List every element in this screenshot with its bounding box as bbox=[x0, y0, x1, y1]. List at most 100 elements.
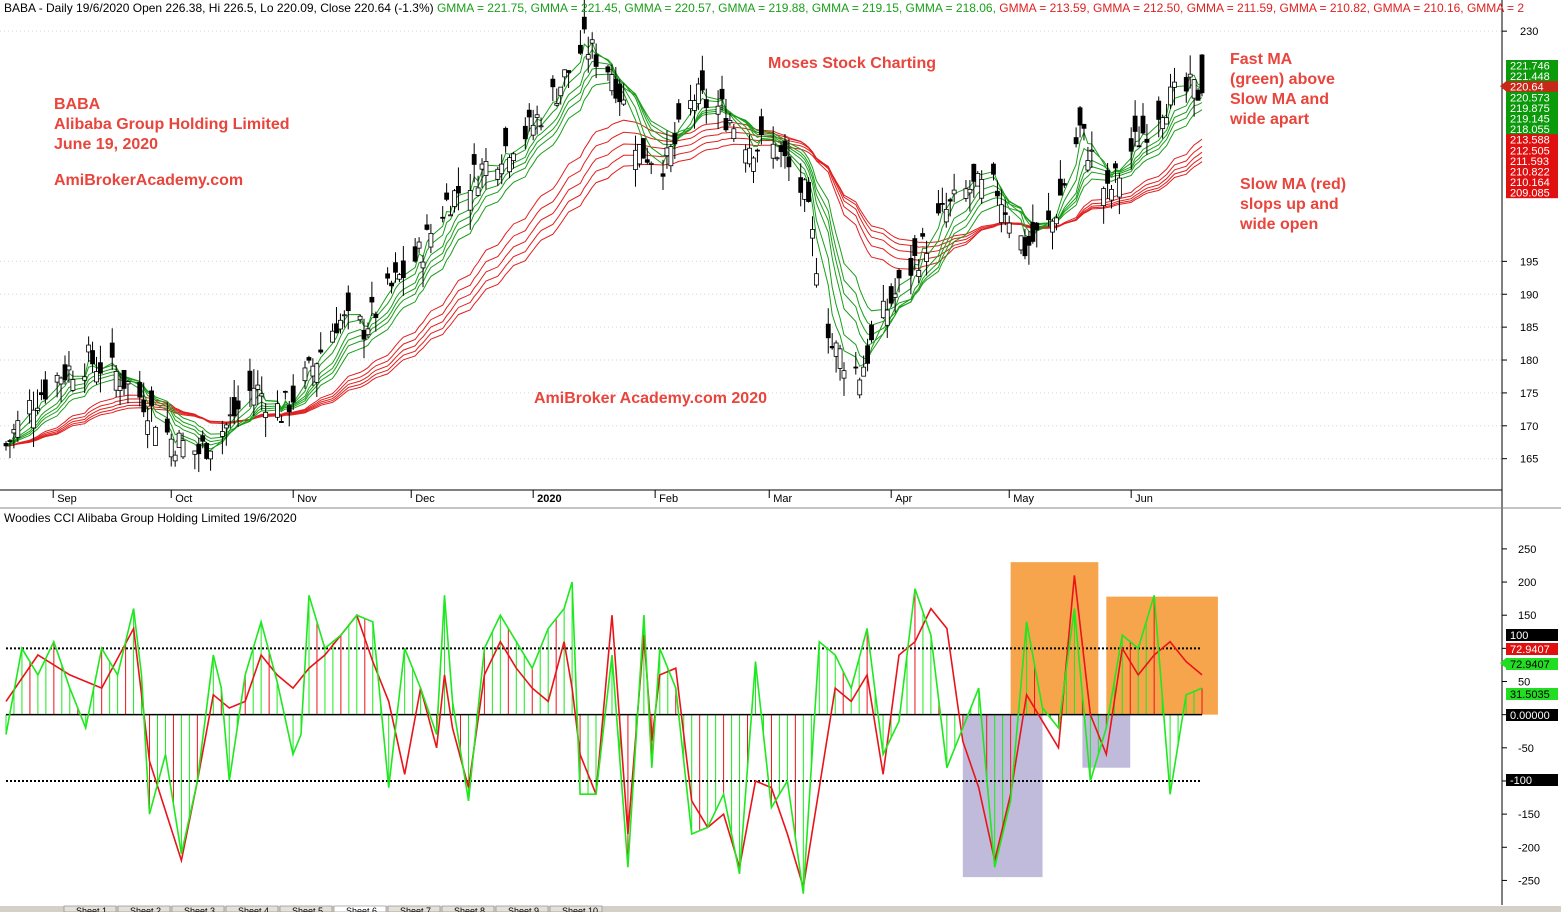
header-gmma-value: GMMA = 2 bbox=[1467, 1, 1524, 15]
candle-body bbox=[1160, 117, 1166, 129]
candle-body bbox=[1026, 235, 1032, 246]
candle-body bbox=[338, 319, 343, 330]
candle-body bbox=[66, 365, 72, 371]
candle-body bbox=[361, 329, 367, 340]
candle-body bbox=[62, 364, 68, 381]
sheet-tab-label[interactable]: Sheet 10 bbox=[562, 906, 598, 916]
candle-body bbox=[1199, 54, 1205, 94]
candle-body bbox=[428, 233, 434, 248]
candle-body bbox=[644, 159, 650, 163]
cci-value-marker-label: 0.00000 bbox=[1510, 710, 1550, 722]
x-tick-label: Jun bbox=[1135, 493, 1153, 505]
candle-body bbox=[70, 379, 76, 391]
candle-body bbox=[908, 257, 914, 276]
candle-body bbox=[912, 238, 918, 256]
price-marker bbox=[1506, 134, 1558, 146]
candle-body bbox=[1132, 115, 1138, 132]
candle-body bbox=[806, 182, 811, 202]
candle-body bbox=[86, 344, 92, 353]
candle-body bbox=[869, 324, 874, 341]
price-marker-label: 212.505 bbox=[1510, 145, 1550, 157]
candle-body bbox=[1172, 81, 1177, 88]
candle-body bbox=[550, 78, 556, 88]
candle-body bbox=[1195, 89, 1201, 101]
candle-body bbox=[251, 387, 257, 406]
candle-body bbox=[15, 420, 21, 438]
cci-value-marker-label: 100 bbox=[1510, 630, 1528, 642]
candle-body bbox=[82, 376, 88, 381]
candle-body bbox=[200, 435, 206, 442]
candle-body bbox=[3, 443, 9, 447]
candle-body bbox=[42, 379, 48, 400]
candle-body bbox=[448, 214, 453, 217]
sheet-tab-label[interactable]: Sheet 7 bbox=[400, 906, 431, 916]
cci-value-marker bbox=[1506, 643, 1558, 655]
cci-y-tick-label: -150 bbox=[1518, 809, 1540, 821]
price-marker-label: 219.145 bbox=[1510, 114, 1550, 126]
candle-body bbox=[275, 403, 280, 418]
y-tick-label: 190 bbox=[1520, 289, 1538, 301]
candle-body bbox=[786, 156, 792, 168]
candle-body bbox=[939, 202, 945, 205]
candle-body bbox=[141, 399, 147, 413]
sheet-tab-label[interactable]: Sheet 8 bbox=[454, 906, 485, 916]
candle-body bbox=[995, 190, 1000, 197]
candle-body bbox=[609, 74, 615, 92]
candle-body bbox=[503, 127, 509, 147]
candle-body bbox=[1089, 149, 1095, 152]
candle-body bbox=[471, 154, 477, 165]
sheet-tab-label[interactable]: Sheet 2 bbox=[130, 906, 161, 916]
candle-body bbox=[235, 400, 241, 410]
candle-body bbox=[365, 328, 371, 336]
candle-body bbox=[11, 429, 17, 434]
cci-value-marker-label: 72.9407 bbox=[1510, 644, 1550, 656]
candle-body bbox=[562, 69, 568, 78]
candle-body bbox=[357, 315, 363, 321]
candle-body bbox=[774, 157, 780, 160]
price-marker bbox=[1506, 91, 1558, 103]
sheet-tab-label[interactable]: Sheet 1 bbox=[76, 906, 107, 916]
fast-ma-note-line: wide apart bbox=[1230, 111, 1310, 128]
candle-body bbox=[530, 124, 536, 136]
candle-body bbox=[1156, 100, 1162, 120]
candle-body bbox=[369, 296, 375, 303]
candle-body bbox=[27, 400, 33, 415]
orange-highlight-box bbox=[1010, 562, 1099, 715]
cci-y-tick-label: 50 bbox=[1518, 677, 1530, 689]
date-text: June 19, 2020 bbox=[54, 136, 159, 153]
candle-body bbox=[617, 83, 623, 103]
slow-ma-note-line: slops up and bbox=[1240, 196, 1339, 213]
candle-body bbox=[1061, 183, 1067, 186]
candle-body bbox=[7, 440, 13, 442]
sheet-tab-bar bbox=[0, 906, 1561, 912]
candle-body bbox=[782, 140, 788, 157]
sheet-tab-label[interactable]: Sheet 3 bbox=[184, 906, 215, 916]
candle-body bbox=[475, 187, 481, 196]
candle-body bbox=[318, 349, 324, 353]
candle-body bbox=[1046, 210, 1051, 221]
candle-body bbox=[385, 273, 391, 279]
price-marker bbox=[1506, 102, 1558, 114]
sheet-tab-label[interactable]: Sheet 4 bbox=[238, 906, 269, 916]
site-label: AmiBrokerAcademy.com bbox=[54, 172, 244, 189]
candle-body bbox=[1081, 123, 1087, 129]
sheet-tab-label[interactable]: Sheet 9 bbox=[508, 906, 539, 916]
candle-body bbox=[483, 161, 489, 176]
candle-body bbox=[495, 168, 501, 180]
sheet-tab-label[interactable]: Sheet 6 bbox=[346, 906, 377, 916]
candle-body bbox=[456, 185, 461, 194]
candle-body bbox=[963, 188, 969, 199]
candle-body bbox=[341, 314, 347, 317]
candle-body bbox=[605, 66, 611, 73]
price-marker-label: 211.593 bbox=[1510, 156, 1549, 168]
candle-body bbox=[176, 432, 182, 448]
candle-body bbox=[731, 128, 737, 140]
candle-body bbox=[865, 345, 870, 364]
price-marker-label: 221.448 bbox=[1510, 71, 1550, 83]
candle-body bbox=[345, 292, 351, 312]
candle-body bbox=[664, 147, 670, 157]
candle-body bbox=[758, 116, 764, 135]
price-marker-label: 221.746 bbox=[1510, 61, 1550, 73]
sheet-tab-label[interactable]: Sheet 5 bbox=[292, 906, 323, 916]
